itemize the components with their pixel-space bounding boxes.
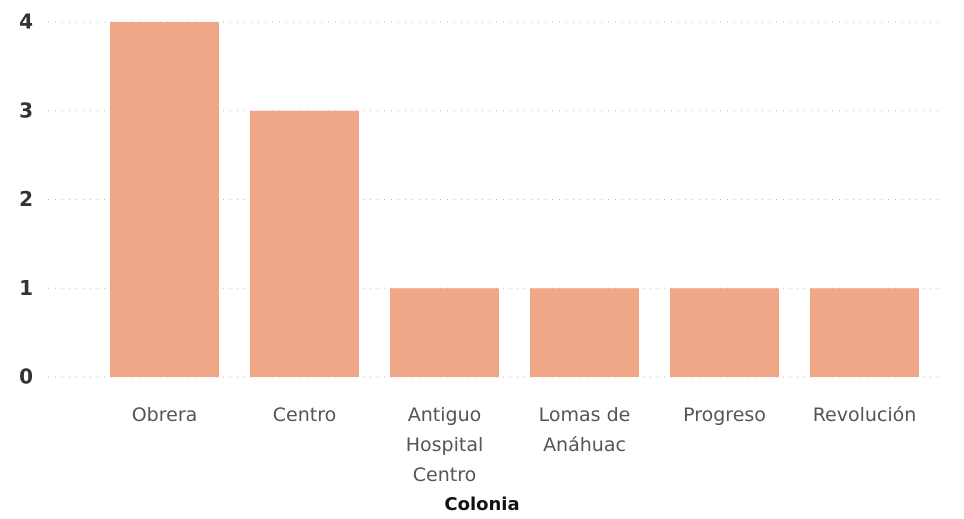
- x-tick-label: Progreso: [683, 404, 766, 426]
- x-tick-label: Antiguo Hospital Centro: [405, 404, 484, 486]
- bar: [530, 288, 639, 377]
- bar: [110, 22, 219, 377]
- y-tick-label: 3: [19, 98, 33, 122]
- x-tick-label: Centro: [272, 404, 337, 426]
- bar: [390, 288, 499, 377]
- bar: [250, 110, 359, 377]
- x-tick-label: Lomas de Anáhuac: [538, 404, 631, 456]
- y-tick-label: 2: [19, 187, 33, 211]
- y-tick-label: 4: [19, 10, 33, 34]
- x-axis-title: Colonia: [444, 494, 520, 515]
- bar: [670, 288, 779, 377]
- y-tick-label: 0: [19, 365, 33, 389]
- x-tick-label: Revolución: [812, 404, 917, 426]
- bar: [810, 288, 919, 377]
- x-tick-label: Obrera: [131, 404, 198, 426]
- y-tick-label: 1: [19, 276, 33, 300]
